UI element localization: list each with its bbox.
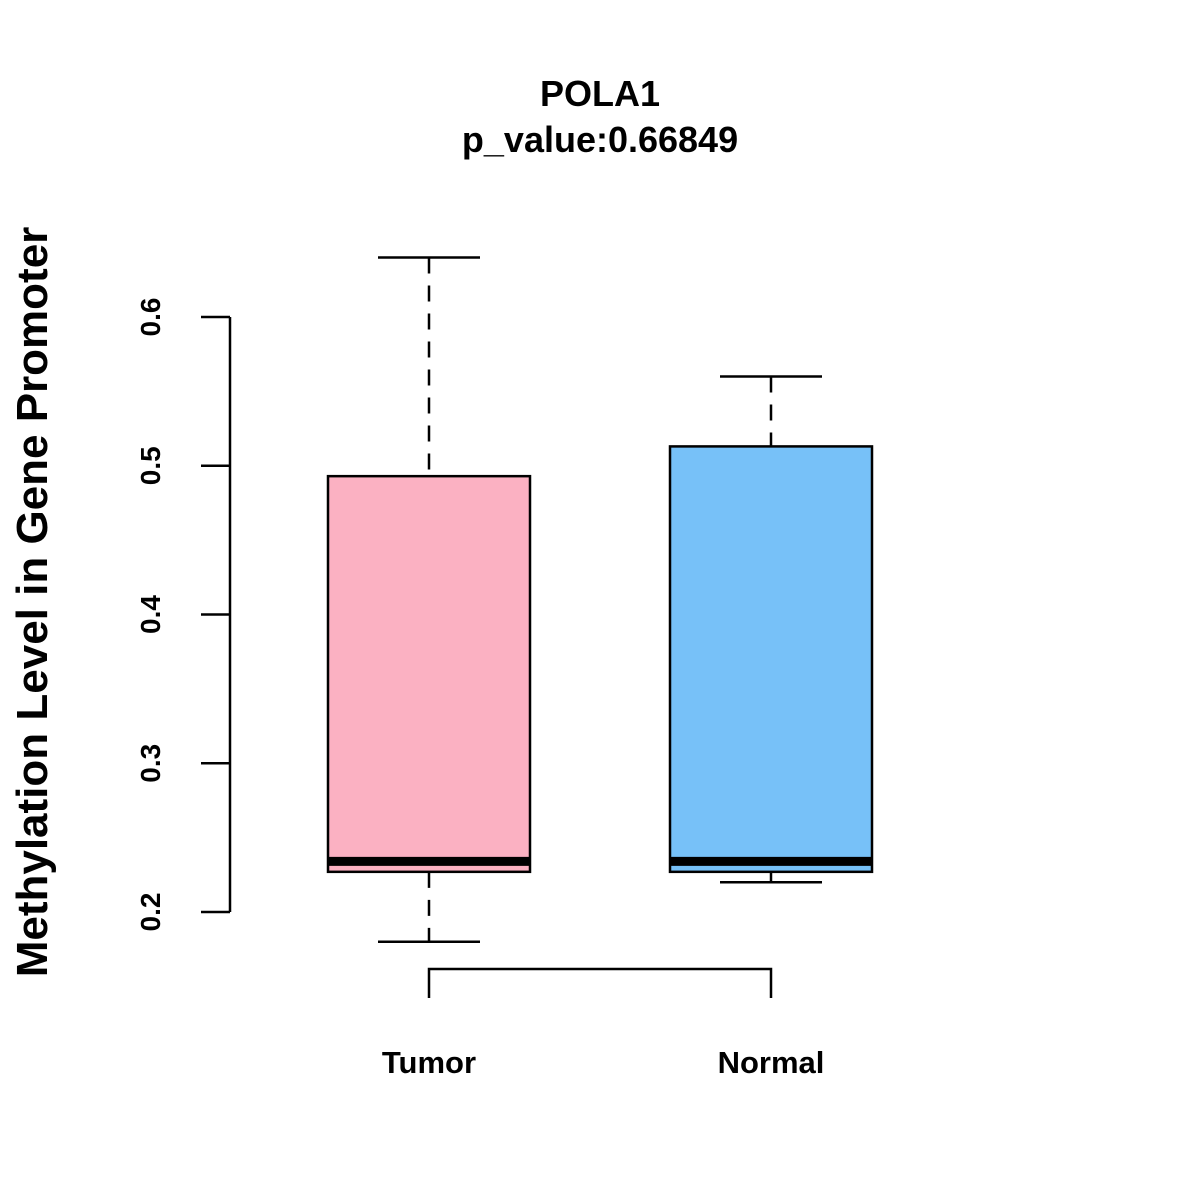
y-axis-label: Methylation Level in Gene Promoter [8, 227, 57, 978]
category-label-normal: Normal [718, 1045, 825, 1080]
chart-subtitle: p_value:0.66849 [462, 119, 738, 160]
y-tick-label: 0.5 [135, 446, 166, 485]
box-iqr [668, 445, 874, 874]
box-tumor [326, 256, 532, 943]
box-normal [668, 375, 874, 884]
y-tick-label: 0.6 [135, 298, 166, 337]
box-iqr [326, 474, 532, 874]
y-tick-label: 0.3 [135, 744, 166, 783]
y-tick-label: 0.4 [135, 595, 166, 634]
y-tick-label: 0.2 [135, 893, 166, 932]
category-labels: Tumor Normal [382, 1045, 824, 1080]
boxes-layer [326, 256, 874, 943]
chart-title: POLA1 [540, 73, 660, 114]
y-axis: 0.2 0.3 0.4 0.5 0.6 [135, 298, 232, 932]
category-label-tumor: Tumor [382, 1045, 476, 1080]
comparison-bracket [427, 967, 773, 998]
bracket-line [427, 967, 773, 998]
